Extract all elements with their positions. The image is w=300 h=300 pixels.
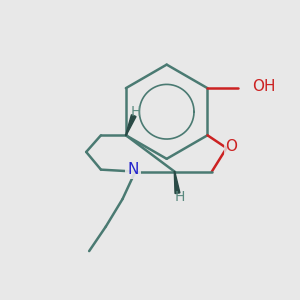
Polygon shape xyxy=(126,115,136,135)
Polygon shape xyxy=(174,172,180,194)
Text: O: O xyxy=(226,139,238,154)
Text: H: H xyxy=(174,190,184,204)
Text: OH: OH xyxy=(252,79,276,94)
Text: N: N xyxy=(128,162,139,177)
Text: H: H xyxy=(130,105,141,119)
